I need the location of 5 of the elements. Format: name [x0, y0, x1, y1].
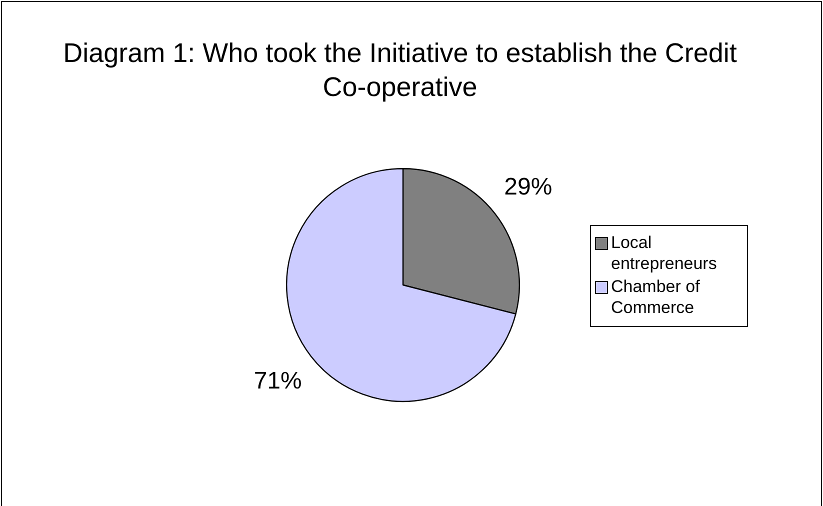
data-label: 29% [504, 174, 552, 201]
data-label: 71% [254, 368, 302, 395]
chart-title: Diagram 1: Who took the Initiative to establish the Credit Co-operative [62, 37, 738, 104]
legend-label: Local entrepreneurs [611, 232, 718, 274]
legend-label: Chamber of Commerce [611, 276, 701, 318]
